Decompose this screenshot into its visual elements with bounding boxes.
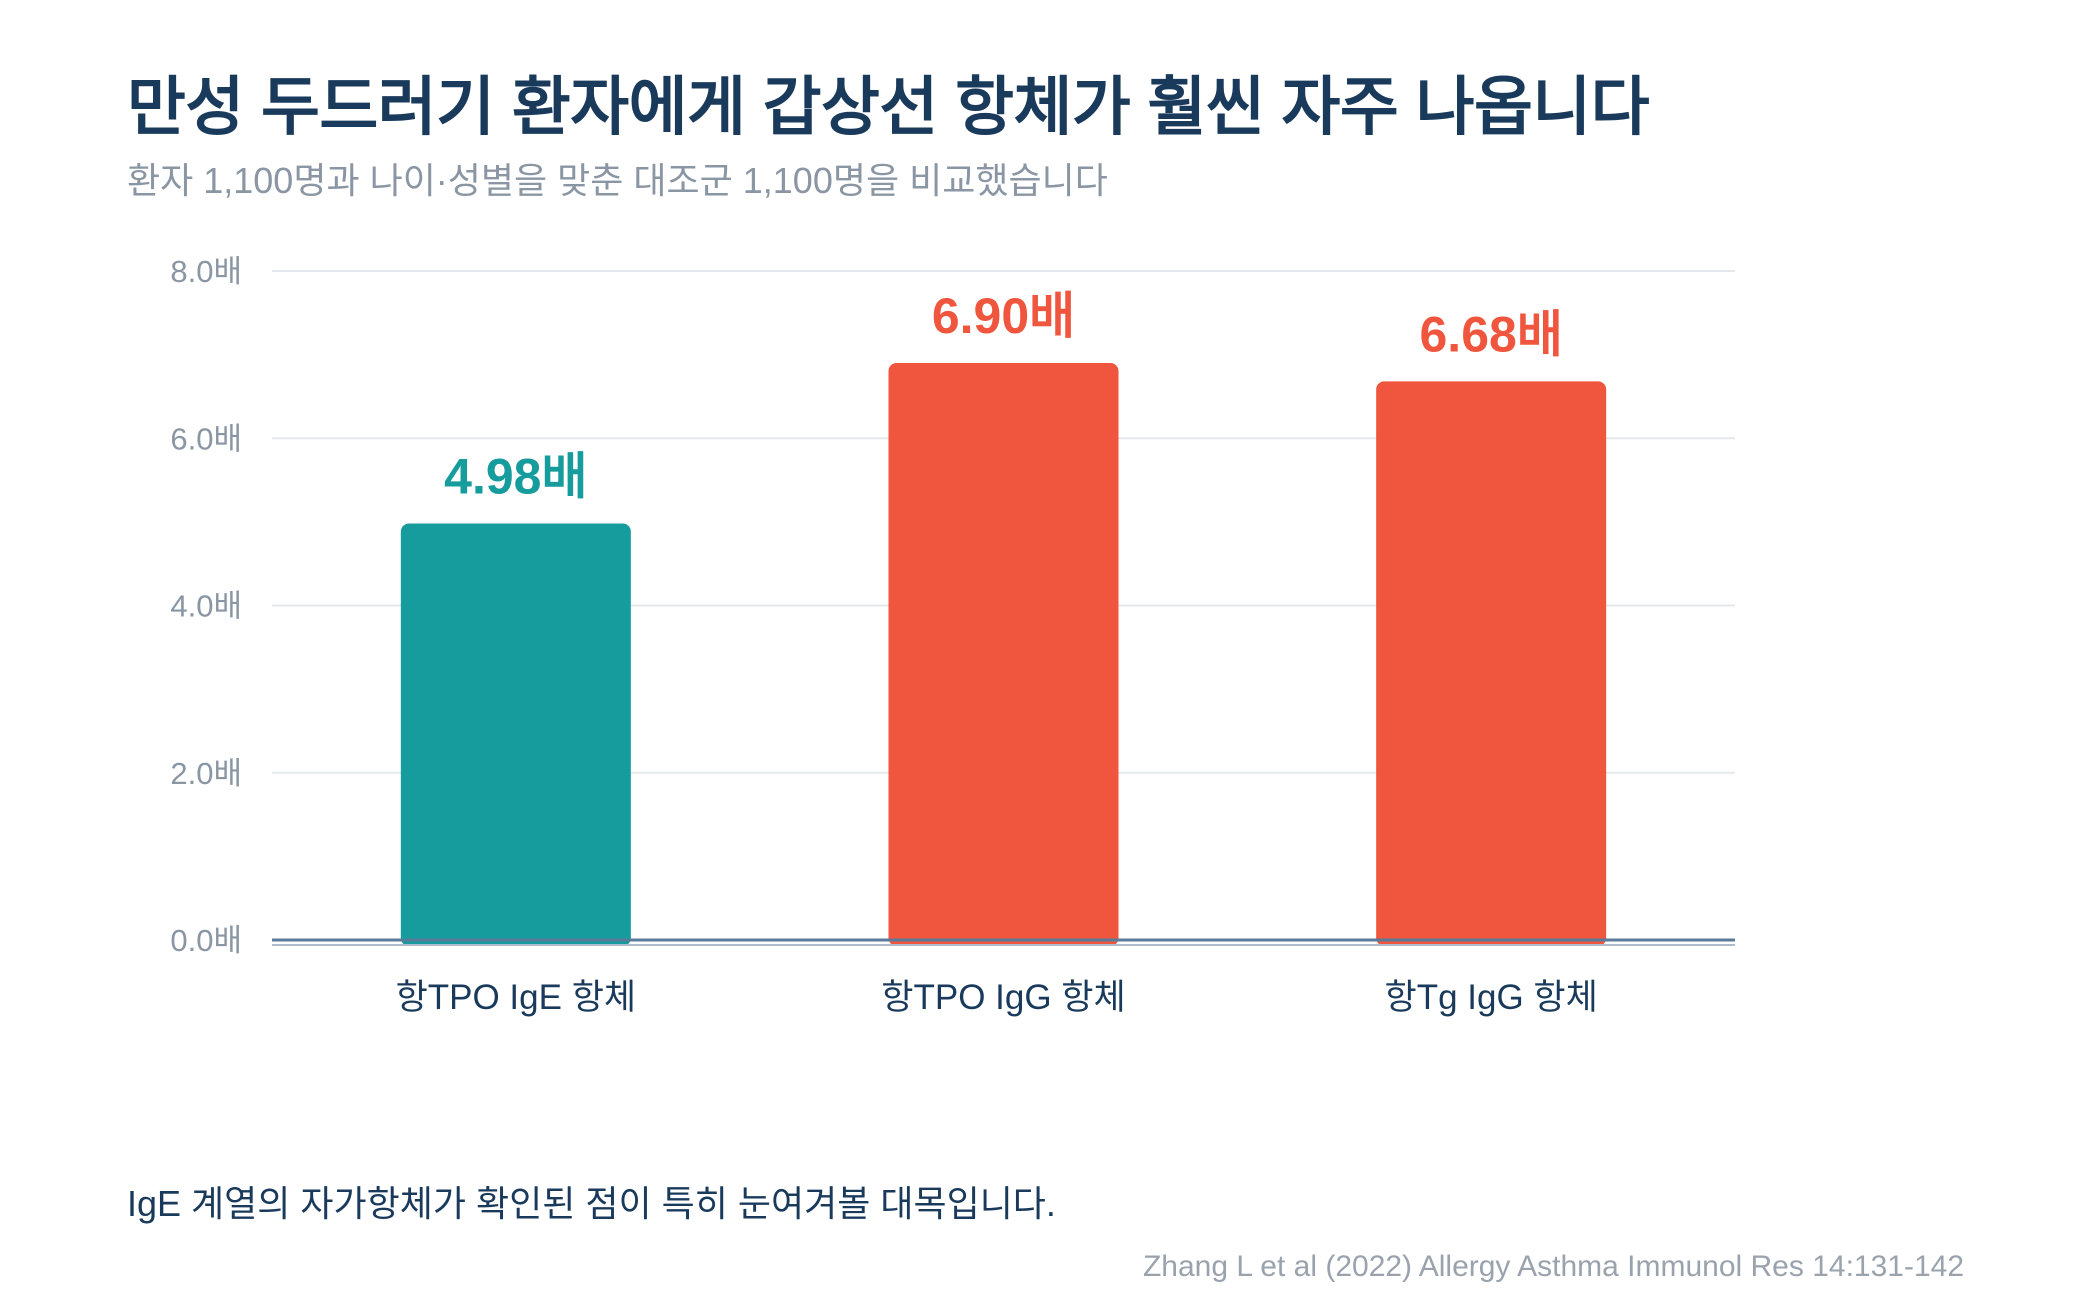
y-tick-label: 0.0배 xyxy=(170,923,242,958)
page-subtitle: 환자 1,100명과 나이·성별을 맞춘 대조군 1,100명을 비교했습니다 xyxy=(127,160,1108,201)
page-title: 만성 두드러기 환자에게 갑상선 항체가 훨씬 자주 나옵니다 xyxy=(127,71,1650,143)
x-tick-label: 항Tg IgG 항체 xyxy=(1385,978,1598,1017)
chart-note: IgE 계열의 자가항체가 확인된 점이 특히 눈여겨볼 대목입니다. xyxy=(127,1183,1056,1224)
y-tick-label: 8.0배 xyxy=(170,254,242,289)
data-label: 6.90배 xyxy=(932,288,1075,344)
y-tick-label: 6.0배 xyxy=(170,421,242,456)
bar xyxy=(1376,381,1607,946)
data-label: 4.98배 xyxy=(444,449,587,505)
x-tick-label: 항TPO IgE 항체 xyxy=(396,978,637,1017)
bar xyxy=(888,362,1119,946)
y-tick-label: 2.0배 xyxy=(170,756,242,791)
source-citation: Zhang L et al (2022) Allergy Asthma Immu… xyxy=(1142,1250,1964,1283)
y-tick-label: 4.0배 xyxy=(170,589,242,624)
data-label: 6.68배 xyxy=(1420,306,1563,362)
bar xyxy=(400,523,631,946)
x-tick-label: 항TPO IgG 항체 xyxy=(881,978,1125,1017)
